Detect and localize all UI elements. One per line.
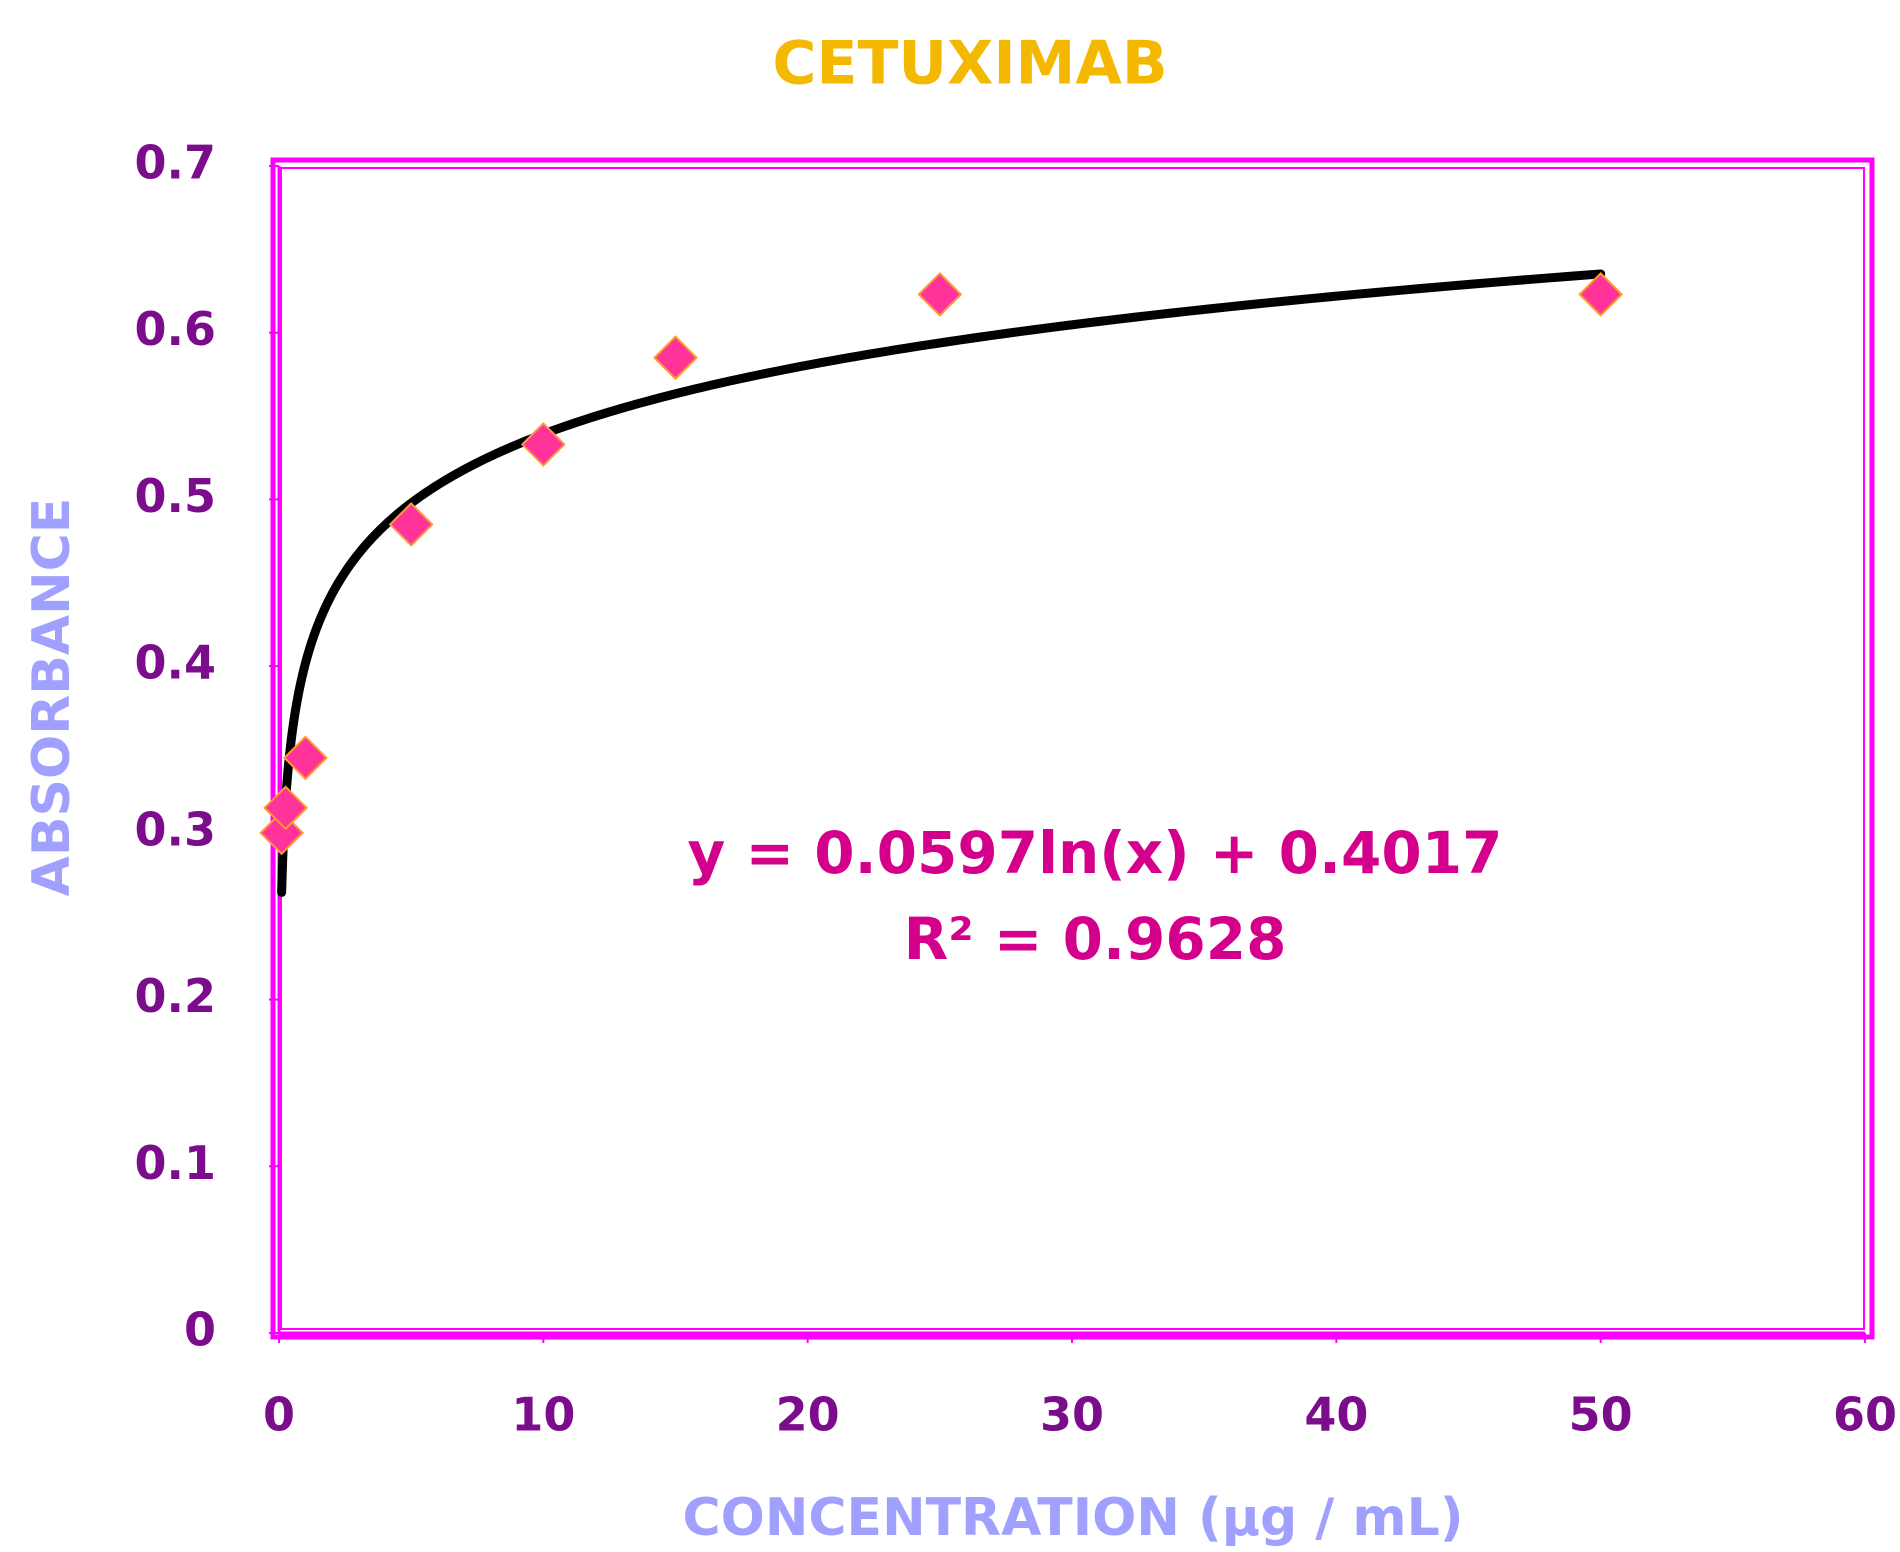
x-tick-label: 0 xyxy=(263,1388,295,1442)
y-tick-label: 0 xyxy=(184,1303,216,1357)
marker xyxy=(1578,271,1624,317)
x-tick-label: 20 xyxy=(776,1388,840,1442)
y-tick-label: 0.7 xyxy=(135,136,217,190)
x-tick-label: 30 xyxy=(1040,1388,1104,1442)
plot-inner-border xyxy=(280,167,1865,1330)
plot-border xyxy=(270,157,1875,1340)
y-tick-label: 0.3 xyxy=(135,802,217,856)
y-axis-title: ABSORBANCE xyxy=(22,498,82,897)
trendline xyxy=(277,269,1606,897)
marker xyxy=(917,271,963,317)
trendline-equation: y = 0.0597ln(x) + 0.4017 xyxy=(687,819,1502,887)
x-tick-label: 60 xyxy=(1833,1388,1897,1442)
y-tick-label: 0.2 xyxy=(135,969,217,1023)
x-tick-label: 50 xyxy=(1569,1388,1633,1442)
x-tick-label: 40 xyxy=(1304,1388,1368,1442)
x-axis-title: CONCENTRATION (µg / mL) xyxy=(683,1488,1464,1548)
marker xyxy=(388,502,434,547)
marker xyxy=(283,735,328,781)
chart-title: CETUXIMAB xyxy=(772,29,1167,99)
x-tick-label: 10 xyxy=(511,1388,575,1442)
y-tick-label: 0.4 xyxy=(135,636,217,690)
marker xyxy=(263,785,309,831)
y-tick-label: 0.6 xyxy=(135,302,217,356)
marker xyxy=(653,335,698,381)
trendline-r-squared: R² = 0.9628 xyxy=(904,905,1287,973)
marker xyxy=(520,421,566,467)
y-tick-label: 0.5 xyxy=(135,469,217,523)
y-tick-label: 0.1 xyxy=(135,1136,217,1190)
